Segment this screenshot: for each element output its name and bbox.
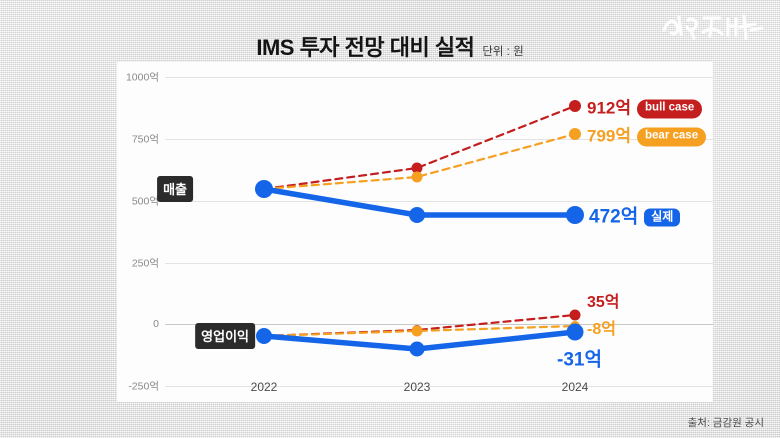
- y-tick-750: 750억: [131, 133, 159, 146]
- gridline-250: [165, 263, 713, 264]
- point-revenue-2023-actual: [409, 207, 425, 223]
- x-tick-2023: 2023: [403, 380, 431, 394]
- line-profit-bear: [262, 324, 577, 338]
- unit-note: 단위 : 원: [482, 46, 524, 58]
- point-revenue-2023-bull: [411, 162, 423, 174]
- gridline-neg250: [165, 386, 713, 387]
- label-revenue-bear-value: 799억: [587, 126, 632, 146]
- point-revenue-2024-bear: [569, 128, 581, 140]
- label-profit-bull: 35억: [587, 294, 620, 311]
- label-revenue-actual: 472억 실제: [589, 202, 681, 229]
- gridline-500: [165, 201, 713, 202]
- point-revenue-2022-actual: [255, 180, 273, 198]
- label-revenue-bear: 799억 bear case: [587, 122, 707, 147]
- line-revenue-bull: [262, 104, 577, 191]
- badge-bull-case: bull case: [637, 99, 703, 119]
- label-profit-bear: -8억: [587, 321, 616, 338]
- badge-bear-case: bear case: [637, 127, 707, 147]
- page-title: IMS 투자 전망 대비 실적: [256, 35, 475, 60]
- point-revenue-2023-bear: [411, 171, 423, 183]
- y-tick-250: 250억: [131, 257, 159, 270]
- chart-header: IMS 투자 전망 대비 실적 단위 : 원: [0, 30, 780, 62]
- plot-area: [255, 100, 584, 357]
- badge-actual: 실제: [644, 208, 681, 227]
- series-tag-revenue: 매출: [157, 176, 193, 202]
- gridline-1000: [165, 77, 713, 78]
- y-tick-500: 500억: [131, 195, 159, 208]
- point-profit-2022-actual: [256, 328, 272, 344]
- line-revenue-bear: [262, 132, 577, 191]
- label-revenue-bull: 912억 bull case: [587, 94, 703, 119]
- x-tick-2024: 2024: [561, 380, 589, 394]
- x-tick-2022: 2022: [250, 380, 278, 394]
- source-note: 출처: 금감원 공시: [687, 417, 764, 429]
- point-revenue-2024-actual: [566, 206, 584, 224]
- chart-panel: 1000억 750억 500억 250억 0 -250억: [117, 62, 713, 402]
- gridline-750: [165, 139, 713, 140]
- label-profit-actual: -31억: [557, 349, 602, 371]
- newstapa-logo: [658, 8, 768, 44]
- point-revenue-2024-bull: [569, 100, 581, 112]
- point-profit-2023-actual: [409, 341, 425, 357]
- y-tick-neg250: -250억: [128, 380, 159, 393]
- y-tick-1000: 1000억: [125, 71, 159, 84]
- point-profit-2024-bull: [569, 309, 581, 321]
- label-revenue-bull-value: 912억: [587, 98, 632, 118]
- gridline-zero: [165, 324, 713, 325]
- y-tick-0: 0: [153, 318, 159, 330]
- series-tag-operating-profit: 영업이익: [195, 323, 255, 349]
- point-profit-2023-bear: [411, 325, 423, 337]
- label-revenue-actual-value: 472억: [589, 206, 639, 228]
- point-profit-2024-actual: [566, 323, 584, 341]
